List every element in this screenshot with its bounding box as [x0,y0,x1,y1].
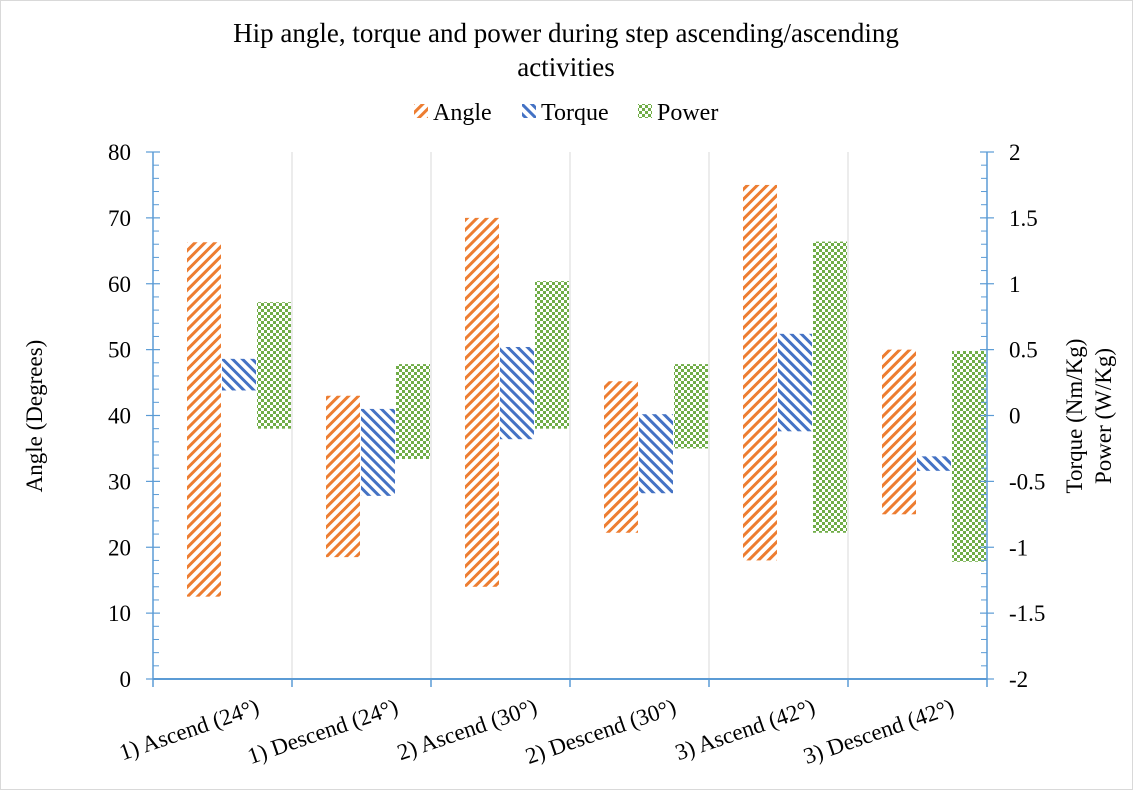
legend-swatch-power [638,104,652,118]
bar-angle-6 [882,349,916,515]
x-category-label: 3) Descend (42°) [800,694,957,769]
chart-legend: Angle Torque Power [414,100,718,126]
chart-title: Hip angle, torque and power during step … [233,18,899,82]
x-category-label: 1) Descend (24°) [244,694,401,769]
y-left-tick-label: 30 [108,469,131,494]
y-left-tick-label: 0 [120,667,132,692]
x-category-label: 2) Descend (30°) [522,694,679,769]
y-right-tick-label: -2 [1009,667,1028,692]
y-left-tick-label: 70 [108,206,131,231]
bar-angle-5 [743,184,777,561]
y-right-axis-title-line-2: Power (W/Kg) [1091,348,1116,484]
x-category-label: 1) Ascend (24°) [116,694,262,765]
bar-power-5 [813,241,847,533]
bar-angle-4 [604,381,638,533]
y-right-tick-label: 1 [1009,272,1021,297]
y-right-tick-label: 0 [1009,404,1021,429]
legend-label-angle: Angle [433,100,492,126]
bar-torque-6 [917,456,951,471]
legend-swatch-angle [414,104,428,118]
y-right-axis-title-line-1: Torque (Nm/Kg) [1062,339,1087,494]
y-right-tick-label: 0.5 [1009,338,1038,363]
y-left-axis-title: Angle (Degrees) [22,340,47,493]
bar-torque-4 [639,414,673,494]
y-right-tick-label: 2 [1009,140,1021,165]
y-left-tick-label: 80 [108,140,131,165]
legend-label-power: Power [657,100,718,126]
bar-angle-2 [326,395,360,558]
bar-power-4 [674,364,708,449]
y-right-tick-label: 1.5 [1009,206,1038,231]
bar-angle-3 [465,217,499,587]
bar-torque-2 [361,408,395,496]
y-right-tick-label: -1.5 [1009,601,1045,626]
y-right-tick-label: -1 [1009,535,1028,560]
axes [146,151,994,687]
bar-power-6 [952,350,986,562]
y-left-tick-label: 10 [108,601,131,626]
y-left-tick-label: 20 [108,535,131,560]
x-category-label: 2) Ascend (30°) [394,694,540,765]
bars [187,184,986,597]
bar-torque-1 [222,358,256,391]
bar-torque-5 [778,333,812,432]
legend-label-torque: Torque [541,100,609,126]
bar-power-3 [535,281,569,429]
y-left-tick-label: 50 [108,338,131,363]
y-right-tick-label: -0.5 [1009,469,1045,494]
bar-power-1 [257,302,291,429]
bar-power-2 [396,364,430,459]
x-category-label: 3) Ascend (42°) [672,694,818,765]
chart-title-line-2: activities [517,52,614,82]
chart-title-line-1: Hip angle, torque and power during step … [233,18,899,48]
legend-swatch-torque [522,104,536,118]
y-left-tick-label: 60 [108,272,131,297]
y-left-tick-label: 40 [108,404,131,429]
bar-torque-3 [500,346,534,440]
bar-angle-1 [187,242,221,597]
